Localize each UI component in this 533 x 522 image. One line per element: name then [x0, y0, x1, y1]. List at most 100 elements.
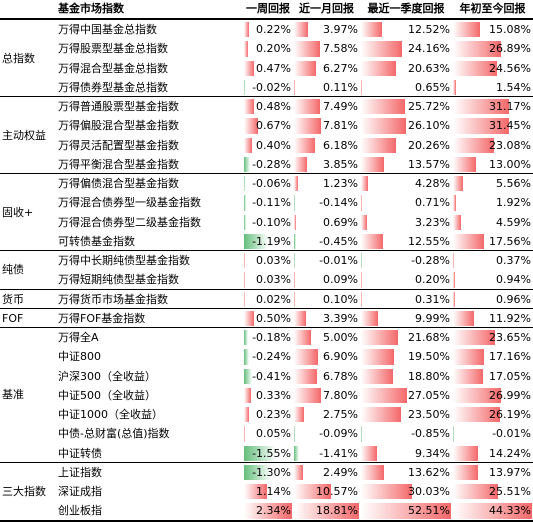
data-bar	[244, 272, 245, 288]
data-bar	[294, 233, 296, 249]
ytd-return-cell: 4.59%	[452, 213, 533, 232]
index-name: 万得灵活配置型基金指数	[58, 138, 179, 152]
return-value: 2.34%	[256, 504, 291, 518]
data-bar	[244, 233, 269, 249]
data-bar	[294, 99, 320, 115]
return-value: 26.99%	[489, 388, 531, 402]
quarter-return-cell: 19.50%	[360, 347, 452, 366]
return-value: 1.92%	[496, 196, 531, 210]
data-bar	[361, 407, 402, 423]
data-bar	[361, 214, 367, 230]
month-return-cell: 3.85%	[293, 155, 360, 174]
index-name: 万得偏股混合型基金指数	[58, 119, 179, 133]
data-bar	[361, 137, 396, 153]
return-value: -0.85%	[411, 427, 450, 441]
return-value: 0.71%	[415, 196, 450, 210]
return-value: 18.81%	[316, 504, 358, 518]
week-return-cell: 1.14%	[243, 482, 293, 501]
data-bar	[244, 426, 246, 442]
data-bar	[453, 291, 455, 307]
return-value: -1.41%	[319, 446, 358, 460]
ytd-return-cell: 25.51%	[452, 482, 533, 501]
return-value: -0.06%	[252, 177, 291, 190]
week-return-cell: 0.33%	[243, 386, 293, 405]
data-bar	[453, 484, 499, 500]
data-bar	[361, 387, 408, 403]
data-bar	[453, 137, 495, 153]
data-bar	[244, 60, 254, 76]
index-name: 万得平衡混合型基金指数	[58, 157, 179, 171]
month-return-cell: -0.14%	[293, 193, 360, 212]
data-bar	[244, 156, 250, 172]
return-value: -0.24%	[252, 350, 291, 364]
return-value: -0.14%	[319, 196, 358, 210]
header-week-return: 一周回报	[246, 2, 290, 15]
ytd-return-cell: 26.99%	[452, 386, 533, 405]
index-name: 万得FOF基金指数	[58, 311, 146, 325]
return-value: 26.19%	[489, 408, 531, 421]
return-value: 12.52%	[408, 23, 450, 36]
return-value: 2.49%	[323, 465, 358, 479]
data-bar	[294, 253, 295, 269]
data-bar	[453, 176, 463, 192]
return-value: 1.54%	[496, 80, 531, 94]
return-value: 3.39%	[323, 311, 358, 325]
return-value: 0.20%	[256, 42, 291, 56]
data-bar	[453, 214, 462, 230]
ytd-return-cell: 23.65%	[452, 328, 533, 347]
quarter-return-cell: 13.57%	[360, 155, 452, 174]
data-bar	[361, 464, 385, 480]
week-return-cell: -0.24%	[243, 347, 293, 366]
month-return-cell: 6.90%	[293, 347, 360, 366]
index-name: 中债-总财富(总值)指数	[58, 427, 170, 441]
week-return-cell: -0.06%	[243, 174, 293, 193]
data-bar	[294, 368, 318, 384]
data-bar	[294, 407, 304, 423]
ytd-return-cell: 23.08%	[452, 136, 533, 155]
data-bar	[453, 310, 475, 326]
header-month-return: 近一月回报	[299, 2, 354, 15]
ytd-return-cell: 31.45%	[452, 116, 533, 135]
data-bar	[453, 99, 509, 115]
data-bar	[361, 60, 397, 76]
data-bar	[244, 464, 271, 480]
return-value: 14.24%	[489, 446, 531, 460]
return-value: -0.01%	[492, 427, 531, 441]
group-divider	[0, 327, 533, 328]
return-value: 5.56%	[496, 177, 531, 190]
return-value: -0.28%	[252, 157, 291, 171]
data-bar	[244, 99, 254, 115]
return-value: 6.90%	[323, 350, 358, 364]
quarter-return-cell: 9.99%	[360, 309, 452, 328]
index-name: 可转债基金指数	[58, 234, 135, 248]
return-value: 0.94%	[496, 273, 531, 287]
month-return-cell: 2.75%	[293, 405, 360, 424]
index-name: 万得中长期纯债型基金指数	[58, 254, 190, 267]
return-value: -0.41%	[252, 369, 291, 383]
data-bar	[361, 233, 383, 249]
week-return-cell: -0.11%	[243, 193, 293, 212]
header-index-name: 基金市场指数	[58, 2, 124, 15]
month-return-cell: 6.78%	[293, 367, 360, 386]
data-bar	[453, 330, 496, 346]
return-value: 12.55%	[408, 234, 450, 248]
return-value: 6.18%	[323, 138, 358, 152]
return-value: 5.00%	[323, 331, 358, 344]
month-return-cell: 7.58%	[293, 39, 360, 58]
data-bar	[244, 291, 245, 307]
index-name: 沪深300（全收益）	[58, 369, 156, 383]
ytd-return-cell: 24.56%	[452, 59, 533, 78]
ytd-return-cell: 26.19%	[452, 405, 533, 424]
month-return-cell: 10.57%	[293, 482, 360, 501]
category-label: 主动权益	[2, 129, 46, 142]
category-label: 基准	[2, 388, 24, 401]
data-bar	[294, 349, 318, 365]
return-value: 0.03%	[256, 254, 291, 267]
data-bar	[361, 253, 362, 269]
index-name: 上证指数	[58, 465, 102, 479]
return-value: 18.80%	[408, 369, 450, 383]
quarter-return-cell: 0.20%	[360, 270, 452, 289]
month-return-cell: 2.49%	[293, 463, 360, 482]
data-bar	[453, 368, 484, 384]
ytd-return-cell: 44.33%	[452, 501, 533, 520]
